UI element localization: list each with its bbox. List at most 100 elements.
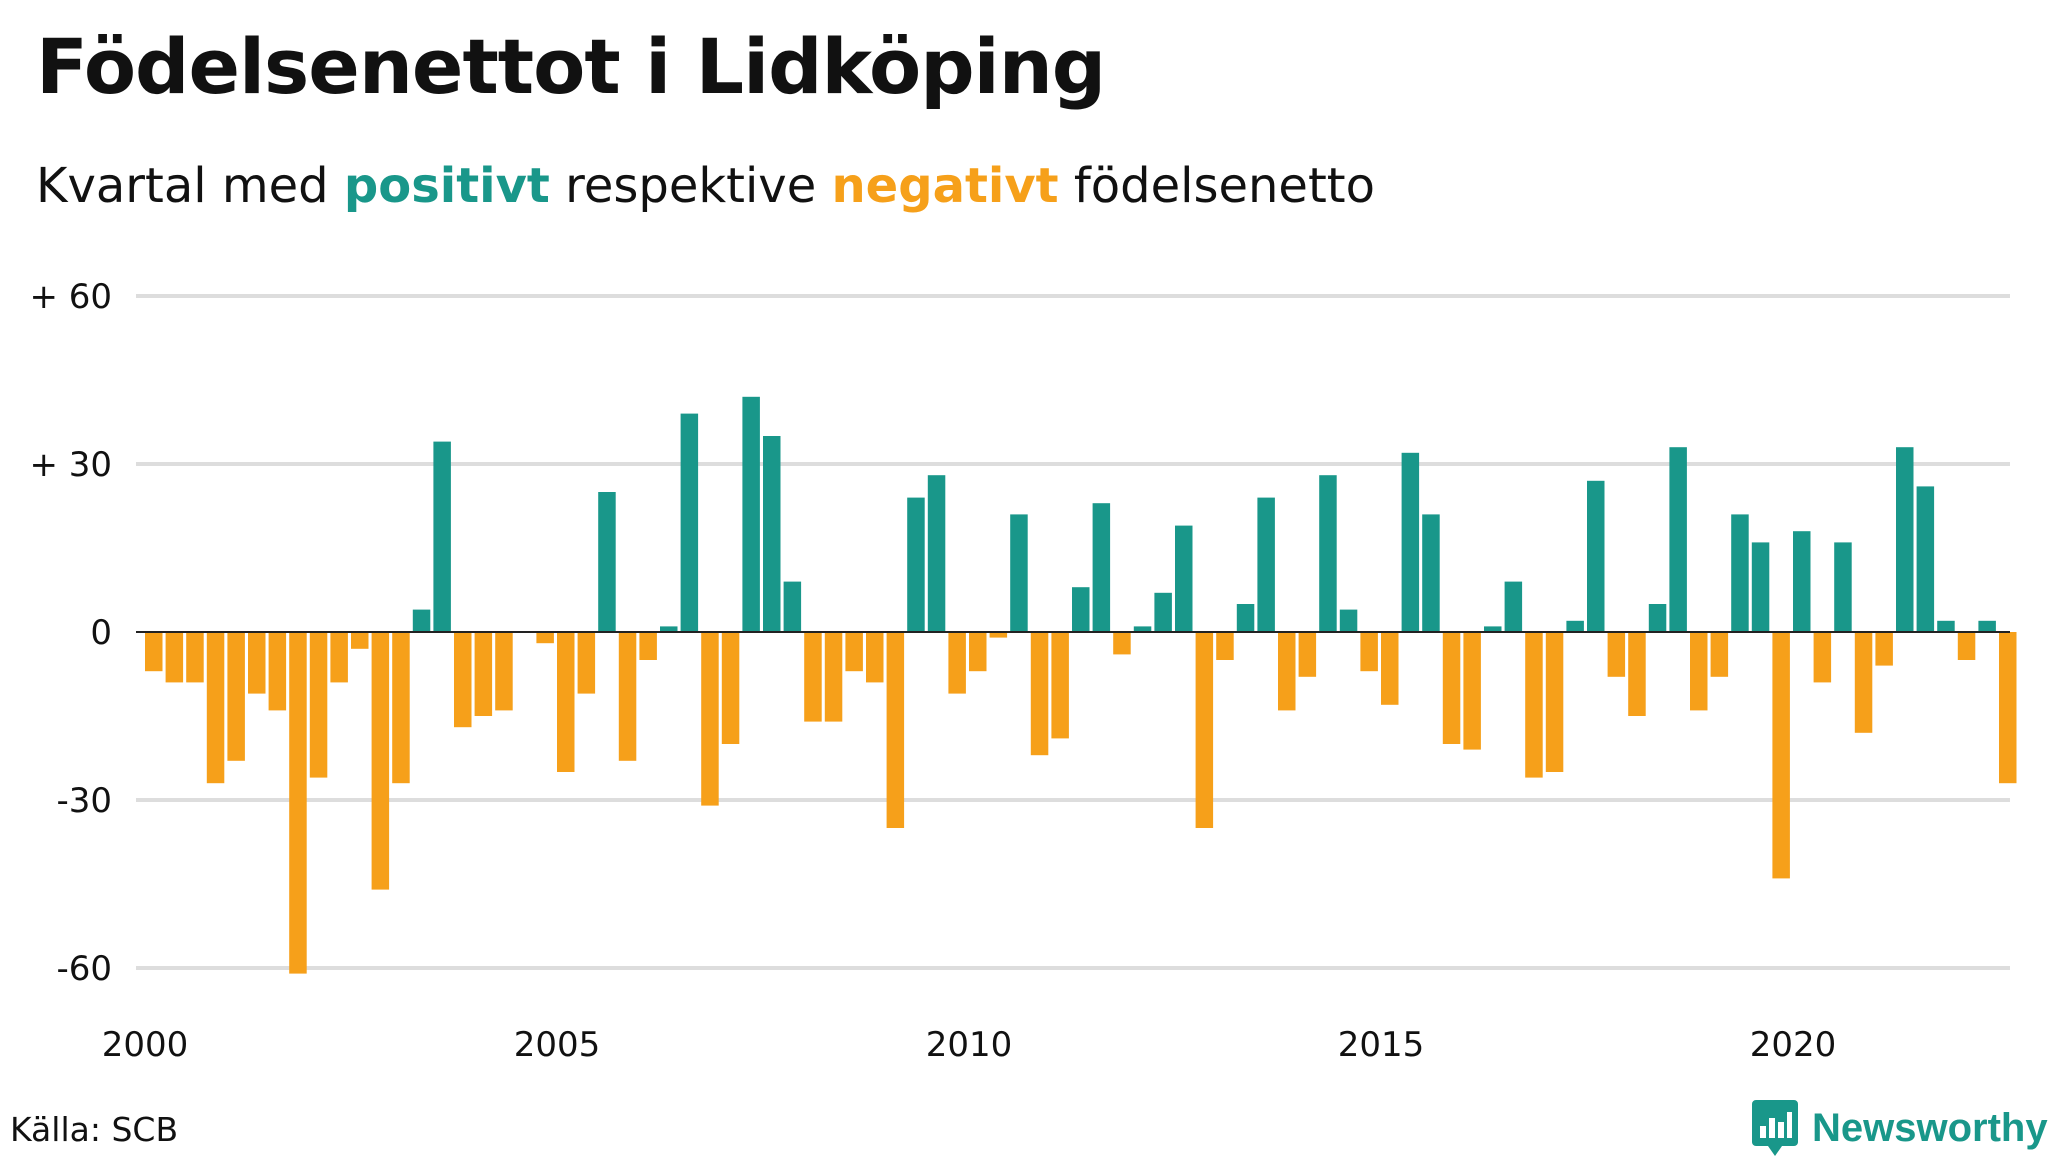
bar [1216, 632, 1234, 660]
bar [1463, 632, 1481, 750]
bar [1278, 632, 1296, 711]
bar [1999, 632, 2017, 784]
bar [1772, 632, 1790, 879]
bar [721, 632, 740, 744]
bar [557, 632, 575, 772]
bar [1916, 486, 1935, 632]
bar [268, 632, 287, 711]
bar [639, 632, 657, 660]
subtitle-positive-label: positivt [343, 158, 550, 214]
bar [1978, 620, 1996, 632]
bar [1319, 475, 1337, 632]
bar [1401, 452, 1420, 632]
y-tick-label: -30 [56, 781, 112, 821]
x-tick-label: 2000 [102, 1025, 189, 1065]
bar [1072, 587, 1090, 632]
bar [1175, 525, 1193, 632]
bar [598, 492, 616, 632]
bar [1896, 447, 1914, 632]
chart-subtitle: Kvartal med positivt respektive negativt… [36, 158, 1375, 214]
bar [474, 632, 493, 716]
bar [1669, 447, 1687, 632]
bar [1051, 632, 1069, 739]
bar [1113, 632, 1131, 655]
bar [701, 632, 719, 806]
y-tick-label: + 30 [29, 445, 112, 485]
bar [1339, 609, 1358, 632]
x-tick-label: 2005 [514, 1025, 601, 1065]
bar [577, 632, 596, 694]
grid-lines [136, 294, 2010, 970]
bar [948, 632, 966, 694]
bar [371, 632, 390, 890]
bar [1154, 592, 1172, 632]
bar-chart-logo-icon [1752, 1100, 1798, 1156]
bar [907, 497, 925, 632]
y-tick-label: -60 [56, 949, 112, 989]
bar [1834, 542, 1852, 632]
y-tick-label: + 60 [29, 277, 112, 317]
bar [1381, 632, 1399, 705]
bar [1587, 480, 1605, 632]
bar [1628, 632, 1646, 716]
bar [1442, 632, 1461, 744]
bar [1010, 514, 1028, 632]
bar [330, 632, 348, 683]
bar [1195, 632, 1214, 828]
bar [1133, 626, 1152, 632]
bar [1793, 531, 1811, 632]
source-label: Källa: SCB [10, 1110, 179, 1149]
bar [206, 632, 225, 784]
bar [742, 396, 760, 632]
bar [145, 632, 163, 672]
bar [1525, 632, 1543, 778]
bar [1751, 542, 1770, 632]
bar [1731, 514, 1749, 632]
subtitle-text-1: Kvartal med [36, 158, 344, 214]
subtitle-negative-label: negativt [831, 158, 1059, 214]
bar [1648, 604, 1667, 632]
bar [289, 632, 307, 974]
bar [763, 436, 781, 632]
bar [680, 413, 699, 632]
bar [1690, 632, 1708, 711]
bar [845, 632, 863, 672]
bar [1504, 581, 1523, 632]
bar [1236, 604, 1255, 632]
bar [1484, 626, 1502, 632]
bar [1360, 632, 1378, 672]
x-tick-label: 2010 [926, 1025, 1013, 1065]
bar [186, 632, 204, 683]
bar [886, 632, 905, 828]
bar [227, 632, 245, 761]
bar [1957, 632, 1976, 660]
bar [824, 632, 843, 722]
bar [783, 581, 802, 632]
bar [351, 632, 369, 649]
bar [660, 626, 678, 632]
bar [495, 632, 513, 711]
bar [866, 632, 884, 683]
bar [412, 609, 431, 632]
bar [392, 632, 410, 784]
brand-logo[interactable]: Newsworthy [1752, 1098, 2048, 1158]
bar [1710, 632, 1729, 677]
bar [1937, 620, 1955, 632]
bar [989, 632, 1008, 638]
bar [1813, 632, 1832, 683]
x-tick-label: 2015 [1338, 1025, 1425, 1065]
bar [1092, 503, 1111, 632]
axes: + 60 + 30 0 -30 -60 2000 2005 2010 2015 2020 [29, 277, 2010, 1065]
brand-name: Newsworthy [1812, 1105, 2048, 1150]
bar [1854, 632, 1873, 733]
bar [1545, 632, 1564, 772]
bar [309, 632, 328, 778]
bar [1298, 632, 1317, 677]
bars [145, 396, 2017, 974]
bar [165, 632, 184, 683]
chart-title: Födelsenettot i Lidköping [36, 22, 1106, 111]
bar [1257, 497, 1275, 632]
bar [433, 441, 451, 632]
bar [454, 632, 472, 728]
